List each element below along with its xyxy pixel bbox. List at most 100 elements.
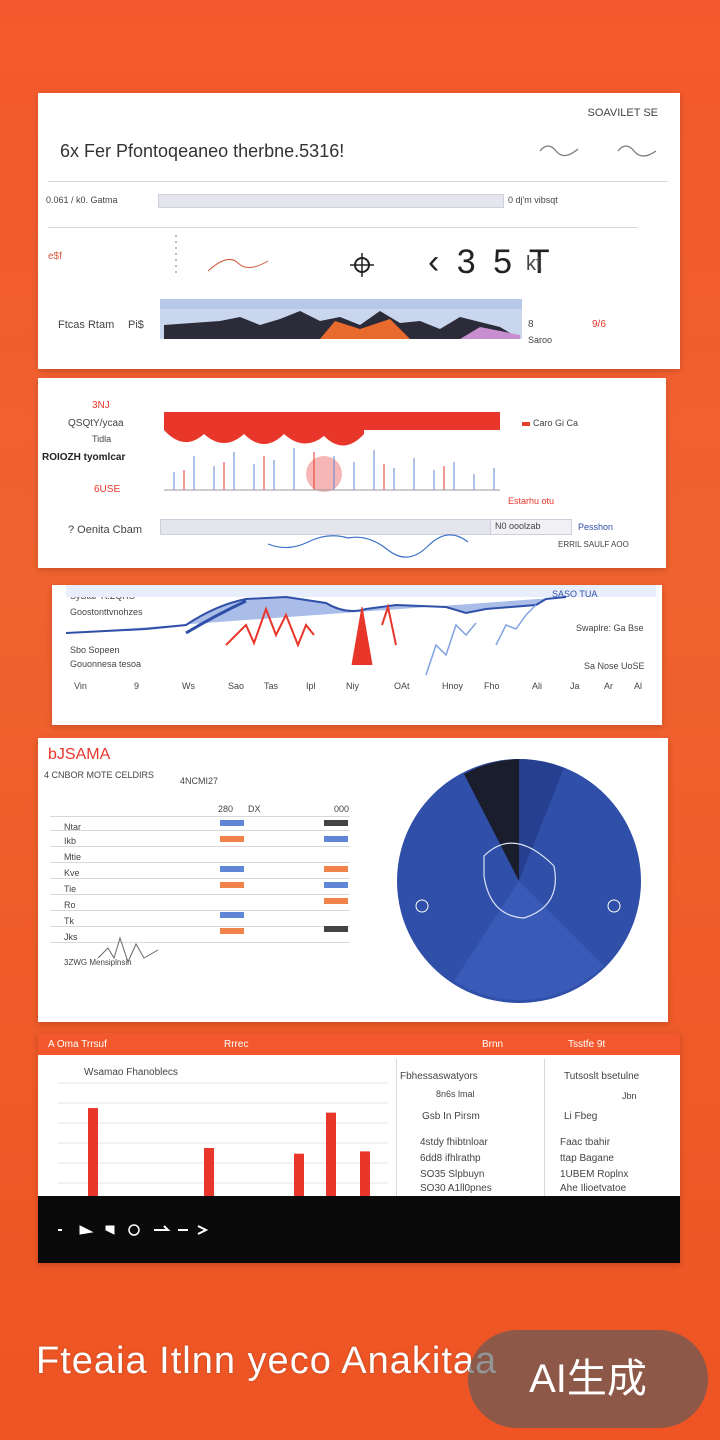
label-top: 3NJ — [92, 400, 110, 411]
range-flag: 9/6 — [592, 319, 606, 330]
list-item: Ahe Ilioetvatoe — [560, 1183, 627, 1194]
x-tick: Niy — [346, 681, 359, 691]
header-right[interactable]: Brnn — [482, 1039, 504, 1050]
col-head: DX — [248, 804, 261, 814]
range-label: Ftcas Rtam — [58, 319, 115, 331]
trend-chart — [65, 585, 656, 676]
list-item: SO35 Slpbuyn — [420, 1169, 485, 1180]
summary-header: A Oma Trrsuf Rrrec Brnn Tsstfe 9t — [38, 1033, 680, 1055]
table-row-label: Tk — [64, 916, 74, 926]
x-tick: Al — [634, 681, 643, 691]
x-tick: Fho — [484, 681, 500, 691]
header-left[interactable]: A Oma Trrsuf — [48, 1039, 107, 1050]
label-bold: ROIOZH tyomlcar — [42, 452, 126, 463]
range-selector-chart[interactable] — [160, 299, 522, 341]
pie-chart[interactable] — [394, 756, 644, 1006]
row2-label: ? Oenita Cbam — [68, 524, 142, 536]
bar — [294, 1153, 304, 1197]
label-mid: QSQtY/ycaa — [68, 418, 124, 429]
side-label: e$f — [48, 251, 62, 262]
col-head-mid: 4NCMI27 — [180, 776, 219, 786]
readout-suffix: kt — [526, 253, 542, 275]
table-row-label: Kve — [64, 868, 80, 878]
table-cell-chips — [220, 820, 348, 934]
corner-label: SOAVILET SE — [587, 107, 658, 119]
bar — [204, 1147, 214, 1197]
row2-value-box: N0 ooolzab — [490, 519, 572, 535]
chart-title: Wsamao Fhanoblecs — [84, 1067, 178, 1078]
col-head: 280 — [218, 804, 234, 814]
x-tick: Hnoy — [442, 681, 464, 691]
table-pie-panel: bJSAMA 4 CNBOR MOTE CELDIRS 4NCMI27 280 … — [38, 738, 668, 1022]
right-low: Sa Nose UoSE — [584, 661, 645, 671]
header-mid[interactable]: Rrrec — [224, 1039, 249, 1050]
legend-low2: Gouonnesa tesoa — [70, 659, 142, 669]
row-label: 0.061 / k0. Gatma — [46, 195, 118, 205]
arrow-right-icon — [154, 1225, 171, 1231]
right-mid: Swaplre: Ga Bse — [576, 623, 644, 633]
x-tick: Ali — [532, 681, 543, 691]
table-row-label: Ikb — [64, 836, 77, 846]
table-row-label: Jks — [64, 932, 78, 942]
row2-sub: ERRIL SAULF AOO — [558, 540, 629, 549]
cup-icon — [128, 1224, 140, 1236]
col3-label: Li Fbeg — [564, 1111, 598, 1122]
table-row-label: Tie — [64, 884, 77, 894]
scribble-icon — [175, 235, 269, 273]
mini-wave-icons — [539, 145, 657, 157]
arrow-right-icon — [197, 1225, 209, 1235]
sparkline — [97, 936, 159, 964]
filter-field[interactable] — [158, 194, 504, 208]
col-head: 000 — [334, 804, 350, 814]
col2-label: Gsb In Pirsm — [422, 1111, 480, 1122]
label-red: 6USE — [94, 484, 121, 495]
range-right-bottom: Saroo — [528, 335, 553, 345]
x-tick: Ws — [182, 681, 195, 691]
ai-watermark: AI生成 — [468, 1330, 708, 1428]
list-item: Faac tbahir — [560, 1137, 611, 1148]
table-row-label: Ntar — [64, 822, 82, 832]
legend: Caro Gi Ca — [522, 418, 578, 428]
bar — [360, 1151, 370, 1197]
bar-chart — [58, 1082, 388, 1197]
arrow-diag-icon — [79, 1225, 94, 1235]
overview-panel: SOAVILET SE 6x Fer Pfontoqeaneo therbne.… — [38, 93, 680, 369]
trend-panel: SyStar Tt.ZQRS Goostonttvnohzes Sbo Sope… — [52, 585, 662, 725]
table-row-label: Mtie — [64, 852, 82, 862]
x-tick: Ipl — [306, 681, 316, 691]
legend-mid: Goostonttvnohzes — [70, 607, 143, 617]
label-small: Tidla — [92, 434, 112, 444]
arrow-diag-icon — [105, 1225, 115, 1235]
media-controls — [38, 1196, 680, 1263]
x-tick: Ja — [570, 681, 580, 691]
big-readout: ‹ 3 5 T — [428, 243, 554, 281]
row2-right: Pesshon — [578, 522, 614, 532]
page-caption: Fteaia Itlnn yeco Anakitaa — [36, 1340, 498, 1382]
list-item: ttap Bagane — [560, 1153, 614, 1164]
target-icon — [350, 253, 374, 277]
header-far[interactable]: Tsstfe 9t — [568, 1039, 606, 1050]
panel4-subtitle: 4 CNBOR MOTE CELDIRS — [44, 770, 155, 780]
signal-panel: 3NJ QSQtY/ycaa Tidla ROIOZH tyomlcar 6US… — [38, 378, 666, 568]
x-tick: Vin — [74, 681, 87, 691]
col2-title: Fbhessaswatyors — [400, 1071, 478, 1082]
list-item: SO30 A1ll0pnes — [420, 1183, 492, 1194]
bar — [326, 1112, 336, 1197]
x-tick: Ar — [604, 681, 613, 691]
list-item: 6dd8 ifhlrathp — [420, 1153, 481, 1164]
x-tick: Tas — [264, 681, 279, 691]
list-item: 4stdy fhibtnloar — [420, 1137, 488, 1148]
row2-sparkline — [267, 534, 469, 558]
table-row-label: Ro — [64, 900, 76, 910]
range-right-top: 8 — [528, 319, 534, 330]
sparkline-label: 3ZWG Mensiplnsin — [64, 958, 132, 967]
legend-right: Estarhu otu — [508, 496, 555, 506]
x-tick: 9 — [134, 681, 140, 691]
panel4-title: bJSAMA — [48, 746, 111, 763]
list-item: 1UBEM Roplnx — [560, 1169, 629, 1180]
col3-title: Tutsoslt bsetulne — [564, 1071, 640, 1082]
x-tick: Sao — [228, 681, 245, 691]
col3-sub: Jbn — [622, 1091, 637, 1101]
panel-title: 6x Fer Pfontoqeaneo therbne.5316! — [60, 141, 345, 161]
right-top: SASO TUA — [552, 589, 598, 599]
